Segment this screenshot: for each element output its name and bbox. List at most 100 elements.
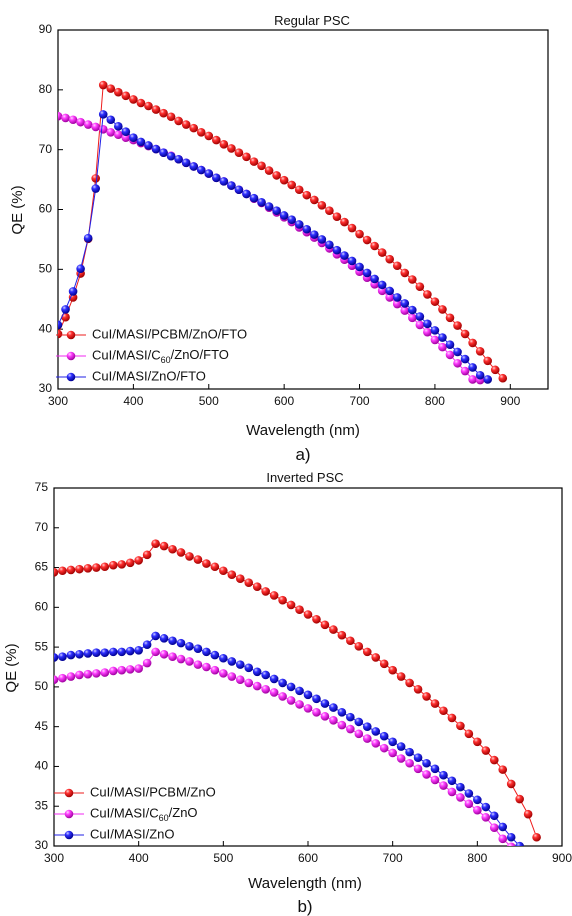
legend-label: CuI/MASI/ZnO/FTO bbox=[92, 368, 206, 383]
data-point bbox=[423, 327, 432, 337]
data-point bbox=[100, 648, 110, 657]
data-point bbox=[430, 297, 440, 306]
x-tick-label: 300 bbox=[48, 394, 68, 408]
data-point bbox=[385, 286, 394, 296]
data-point bbox=[303, 690, 313, 700]
data-point bbox=[227, 181, 236, 190]
data-point bbox=[129, 95, 138, 104]
data-point bbox=[61, 312, 70, 322]
data-point bbox=[83, 233, 93, 243]
x-tick-label: 900 bbox=[552, 851, 572, 865]
data-point bbox=[75, 649, 84, 659]
data-point bbox=[354, 729, 364, 739]
y-tick-label: 70 bbox=[35, 520, 49, 534]
data-point bbox=[68, 115, 78, 125]
data-point bbox=[294, 185, 304, 195]
data-point bbox=[272, 171, 281, 180]
data-point bbox=[189, 123, 198, 133]
data-point bbox=[498, 373, 508, 383]
data-point bbox=[279, 175, 289, 185]
data-point bbox=[227, 657, 237, 666]
data-point bbox=[377, 280, 387, 290]
x-tick-label: 600 bbox=[298, 851, 318, 865]
data-point bbox=[234, 185, 244, 195]
data-point bbox=[422, 770, 431, 779]
data-point bbox=[430, 326, 440, 335]
data-point bbox=[75, 670, 84, 680]
data-point bbox=[438, 333, 447, 342]
data-point bbox=[242, 189, 251, 199]
data-point bbox=[58, 320, 63, 330]
data-point bbox=[106, 84, 116, 93]
data-point bbox=[445, 340, 455, 350]
data-point bbox=[295, 605, 304, 615]
data-point bbox=[151, 647, 160, 657]
data-point bbox=[468, 338, 477, 348]
data-point bbox=[92, 648, 101, 657]
data-point bbox=[312, 614, 321, 624]
data-point bbox=[320, 699, 330, 708]
data-point bbox=[144, 101, 153, 111]
data-point bbox=[439, 781, 448, 790]
data-point bbox=[415, 282, 425, 291]
data-point bbox=[447, 713, 457, 723]
data-point bbox=[193, 660, 203, 669]
data-point bbox=[83, 649, 93, 658]
data-point bbox=[456, 782, 465, 792]
data-point bbox=[244, 578, 254, 587]
data-point bbox=[202, 559, 211, 568]
data-point bbox=[464, 729, 474, 739]
data-point bbox=[515, 841, 524, 846]
y-tick-label: 50 bbox=[39, 262, 53, 276]
data-point bbox=[257, 161, 266, 171]
data-point bbox=[481, 746, 491, 755]
data-point bbox=[159, 634, 169, 643]
y-tick-label: 45 bbox=[35, 719, 49, 733]
data-point bbox=[430, 335, 440, 345]
data-point bbox=[370, 274, 379, 284]
chart-title: Regular PSC bbox=[274, 13, 350, 28]
data-point bbox=[430, 764, 440, 774]
x-tick-label: 700 bbox=[383, 851, 403, 865]
data-point bbox=[456, 793, 465, 802]
data-point bbox=[176, 548, 186, 557]
data-point bbox=[151, 631, 160, 641]
data-point bbox=[337, 708, 347, 717]
data-point bbox=[66, 672, 76, 681]
y-tick-label: 55 bbox=[35, 639, 49, 653]
data-point bbox=[176, 654, 186, 664]
series-c60 bbox=[54, 647, 516, 846]
data-point bbox=[346, 724, 355, 734]
data-point bbox=[400, 306, 410, 315]
data-point bbox=[108, 666, 118, 676]
data-point bbox=[332, 245, 342, 255]
data-point bbox=[176, 638, 186, 648]
data-point bbox=[379, 743, 389, 753]
data-point bbox=[83, 669, 93, 679]
data-point bbox=[439, 706, 448, 716]
data-point bbox=[68, 293, 78, 302]
data-point bbox=[261, 670, 270, 680]
data-point bbox=[58, 111, 63, 121]
legend-item-c60: CuI/MASI/C60/ZnO bbox=[54, 805, 198, 823]
data-point bbox=[114, 130, 123, 140]
data-point bbox=[392, 293, 402, 302]
data-point bbox=[354, 717, 364, 727]
data-point bbox=[134, 556, 143, 565]
data-point bbox=[460, 354, 470, 364]
data-point bbox=[278, 678, 287, 688]
data-point bbox=[264, 202, 274, 211]
legend-marker bbox=[66, 372, 76, 382]
data-point bbox=[473, 737, 482, 747]
data-point bbox=[325, 206, 334, 215]
data-point bbox=[362, 268, 372, 278]
data-point bbox=[66, 565, 76, 575]
data-point bbox=[121, 127, 131, 137]
data-point bbox=[423, 319, 432, 329]
data-point bbox=[204, 169, 214, 178]
data-point bbox=[400, 268, 410, 278]
legend-marker bbox=[64, 809, 74, 819]
data-point bbox=[235, 675, 245, 685]
data-point bbox=[489, 823, 499, 833]
